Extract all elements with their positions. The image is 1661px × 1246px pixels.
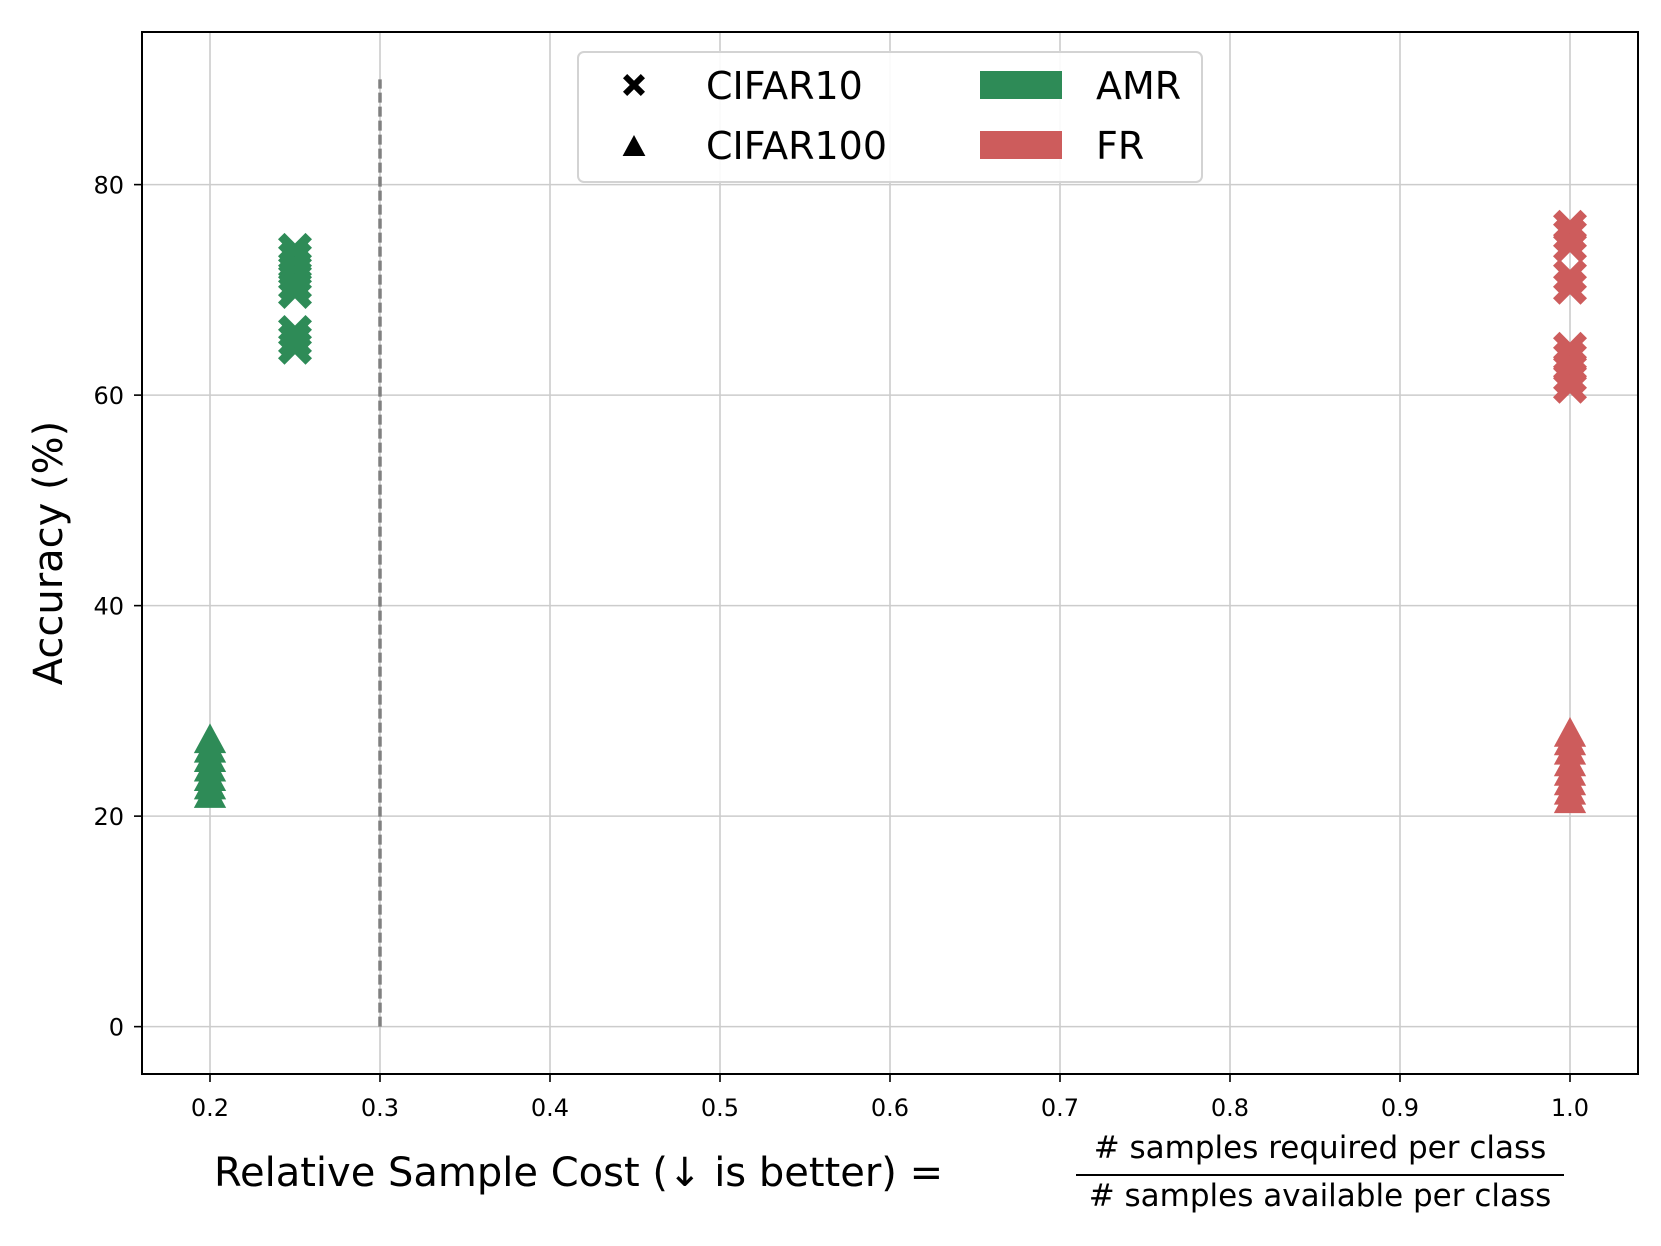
data-point-x-amr-cifar10: [278, 241, 312, 276]
x-tick-label: 0.2: [191, 1094, 229, 1122]
legend-label: CIFAR100: [706, 124, 887, 168]
x-tick-label: 0.6: [871, 1094, 909, 1122]
legend-label: FR: [1096, 124, 1144, 168]
x-tick-label: 0.9: [1381, 1094, 1419, 1122]
legend-label: CIFAR10: [706, 64, 863, 108]
legend-patch-fr: [980, 131, 1062, 159]
data-point-x-fr-cifar10: [1553, 218, 1587, 253]
x-axis-title: Relative Sample Cost (↓ is better) =: [214, 1150, 943, 1196]
y-tick-label: 80: [93, 172, 124, 200]
x-tick-label: 0.5: [701, 1094, 739, 1122]
legend-items: CIFAR10 CIFAR100 AMR FR: [622, 64, 1181, 168]
tick-labels: 0.2 0.3 0.4 0.5 0.6 0.7 0.8 0.9 1.0 0 20 40 60 80: [93, 172, 1589, 1122]
data-point-triangle-fr-cifar100: [1553, 717, 1587, 747]
data-point-x-amr-cifar10: [278, 232, 312, 267]
legend: CIFAR10 CIFAR100 AMR FR: [577, 51, 1203, 183]
legend-triangle-icon: [622, 135, 646, 156]
grid-lines: [142, 32, 1638, 1074]
x-axis-fraction-denominator: # samples available per class: [1089, 1178, 1552, 1214]
data-point-x-fr-cifar10: [1553, 209, 1587, 244]
y-tick-label: 20: [93, 803, 124, 831]
data-point-x-fr-cifar10: [1553, 259, 1587, 294]
x-tick-label: 0.3: [361, 1094, 399, 1122]
y-tick-label: 60: [93, 382, 124, 410]
y-tick-label: 40: [93, 593, 124, 621]
x-axis-fraction-numerator: # samples required per class: [1094, 1130, 1547, 1166]
data-point-x-amr-cifar10: [278, 323, 312, 358]
y-tick-label: 0: [109, 1014, 124, 1042]
legend-label: AMR: [1096, 64, 1181, 108]
data-point-triangle-amr-cifar100: [193, 723, 227, 754]
legend-x-icon: [623, 74, 645, 96]
data-point-x-fr-cifar10: [1553, 341, 1587, 376]
x-tick-label: 0.7: [1041, 1094, 1079, 1122]
axis-ticks: [134, 183, 1571, 1082]
x-tick-label: 0.8: [1211, 1094, 1249, 1122]
x-tick-label: 1.0: [1551, 1094, 1589, 1122]
y-axis-title: Accuracy (%): [26, 421, 72, 686]
data-point-x-fr-cifar10: [1553, 331, 1587, 366]
data-point-x-amr-cifar10: [278, 315, 312, 349]
legend-patch-amr: [980, 71, 1062, 99]
x-tick-label: 0.4: [531, 1094, 569, 1122]
x-axis-title-group: Relative Sample Cost (↓ is better) = # s…: [214, 1130, 1564, 1214]
data-marks: [193, 209, 1587, 814]
